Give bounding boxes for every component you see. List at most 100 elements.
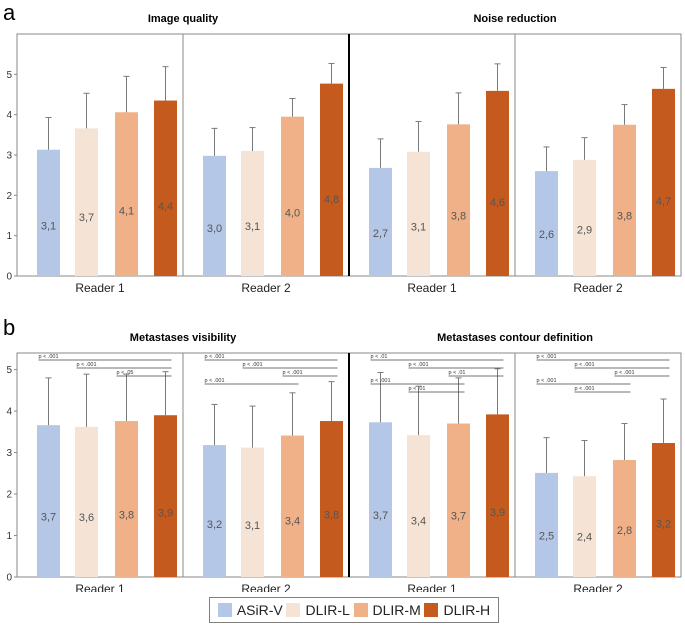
significance-label: p < .001 bbox=[243, 362, 263, 368]
legend-label: DLIR-L bbox=[305, 602, 350, 618]
bar bbox=[447, 124, 470, 276]
legend-label: DLIR-H bbox=[443, 602, 491, 618]
bar bbox=[115, 421, 138, 577]
y-tick-label: 0 bbox=[6, 272, 12, 283]
bar bbox=[486, 90, 509, 277]
y-tick-label: 2 bbox=[6, 191, 12, 202]
panel-title: Metastases contour definition bbox=[437, 332, 593, 344]
y-tick-label: 4 bbox=[6, 110, 12, 121]
data-label: 2,7 bbox=[373, 228, 388, 240]
group-label: Reader 2 bbox=[573, 582, 623, 592]
bar bbox=[320, 83, 343, 276]
data-label: 3,1 bbox=[41, 221, 56, 233]
data-label: 4,7 bbox=[656, 196, 671, 208]
legend-swatch-asir-v bbox=[217, 603, 232, 617]
significance-label: p < .01 bbox=[449, 370, 466, 376]
data-label: 2,5 bbox=[539, 530, 554, 542]
group-label: Reader 1 bbox=[407, 281, 457, 295]
group-label: Reader 2 bbox=[573, 281, 623, 295]
significance-label: p < .001 bbox=[575, 386, 595, 392]
significance-label: p < .05 bbox=[117, 370, 134, 376]
bar bbox=[486, 414, 509, 577]
bar bbox=[37, 149, 60, 276]
data-label: 3,9 bbox=[490, 507, 505, 519]
y-tick-label: 3 bbox=[6, 151, 12, 162]
legend-item-dlir-h: DLIR-H bbox=[424, 602, 490, 618]
panel-title: Noise reduction bbox=[473, 13, 556, 25]
significance-label: p < .01 bbox=[371, 354, 388, 360]
bar bbox=[281, 435, 304, 577]
y-tick-label: 1 bbox=[6, 531, 12, 542]
data-label: 2,4 bbox=[577, 532, 592, 544]
data-label: 4,8 bbox=[324, 194, 339, 206]
panel-title: Image quality bbox=[148, 13, 219, 25]
significance-label: p < .001 bbox=[537, 354, 557, 360]
data-label: 3,0 bbox=[207, 223, 222, 235]
data-label: 2,6 bbox=[539, 229, 554, 241]
data-label: 3,2 bbox=[207, 519, 222, 531]
bar bbox=[75, 426, 98, 577]
bar bbox=[369, 167, 392, 276]
bar bbox=[241, 150, 264, 276]
significance-label: p < .001 bbox=[205, 378, 225, 384]
group-label: Reader 1 bbox=[75, 281, 125, 295]
legend: ASiR-V DLIR-L DLIR-M DLIR-H bbox=[209, 597, 499, 623]
bar bbox=[241, 447, 264, 577]
bar bbox=[535, 472, 558, 577]
group-label: Reader 2 bbox=[241, 281, 291, 295]
data-label: 3,8 bbox=[617, 211, 632, 223]
bar bbox=[613, 124, 636, 276]
bar bbox=[535, 171, 558, 276]
y-tick-label: 0 bbox=[6, 573, 12, 584]
y-tick-label: 3 bbox=[6, 448, 12, 459]
legend-swatch-dlir-h bbox=[424, 603, 439, 617]
bar bbox=[154, 415, 177, 577]
data-label: 3,8 bbox=[324, 510, 339, 522]
group-label: Reader 1 bbox=[407, 582, 457, 592]
significance-label: p < .001 bbox=[39, 354, 59, 360]
data-label: 3,1 bbox=[411, 221, 426, 233]
bar bbox=[652, 443, 675, 577]
bar bbox=[320, 421, 343, 577]
data-label: 4,6 bbox=[490, 197, 505, 209]
legend-swatch-dlir-l bbox=[286, 603, 301, 617]
data-label: 3,1 bbox=[245, 520, 260, 532]
panel-letter: a bbox=[3, 0, 16, 25]
data-label: 3,7 bbox=[79, 212, 94, 224]
panel-title: Metastases visibility bbox=[130, 332, 237, 344]
group-label: Reader 2 bbox=[241, 582, 291, 592]
bar bbox=[75, 128, 98, 276]
group-label: Reader 1 bbox=[75, 582, 125, 592]
significance-label: p < .001 bbox=[205, 354, 225, 360]
significance-label: p < .001 bbox=[77, 362, 97, 368]
significance-label: p < .001 bbox=[409, 362, 429, 368]
data-label: 3,7 bbox=[451, 511, 466, 523]
bar bbox=[573, 476, 596, 577]
bar bbox=[613, 460, 636, 577]
data-label: 3,7 bbox=[41, 511, 56, 523]
bar bbox=[652, 88, 675, 276]
significance-label: p < .001 bbox=[283, 370, 303, 376]
data-label: 3,4 bbox=[411, 515, 426, 527]
y-tick-label: 1 bbox=[6, 231, 12, 242]
bar bbox=[407, 151, 430, 276]
data-label: 2,9 bbox=[577, 225, 592, 237]
significance-label: p < .01 bbox=[409, 386, 426, 392]
data-label: 3,9 bbox=[158, 507, 173, 519]
bar bbox=[37, 425, 60, 577]
data-label: 2,8 bbox=[617, 525, 632, 537]
data-label: 3,7 bbox=[373, 510, 388, 522]
legend-label: ASiR-V bbox=[236, 602, 283, 618]
bar bbox=[203, 445, 226, 577]
significance-label: p < .001 bbox=[615, 370, 635, 376]
chart-canvas: Image quality a 0 1 2 3 4 5 3,1 3,7 4,1 4,4 Reader 1… bbox=[3, 0, 682, 592]
y-tick-label: 5 bbox=[6, 365, 12, 376]
bar bbox=[369, 422, 392, 577]
data-label: 3,8 bbox=[119, 510, 134, 522]
data-label: 3,4 bbox=[285, 515, 300, 527]
y-tick-label: 4 bbox=[6, 407, 12, 418]
y-tick-label: 2 bbox=[6, 490, 12, 501]
legend-item-dlir-l: DLIR-L bbox=[286, 602, 350, 618]
data-label: 4,4 bbox=[158, 201, 173, 213]
